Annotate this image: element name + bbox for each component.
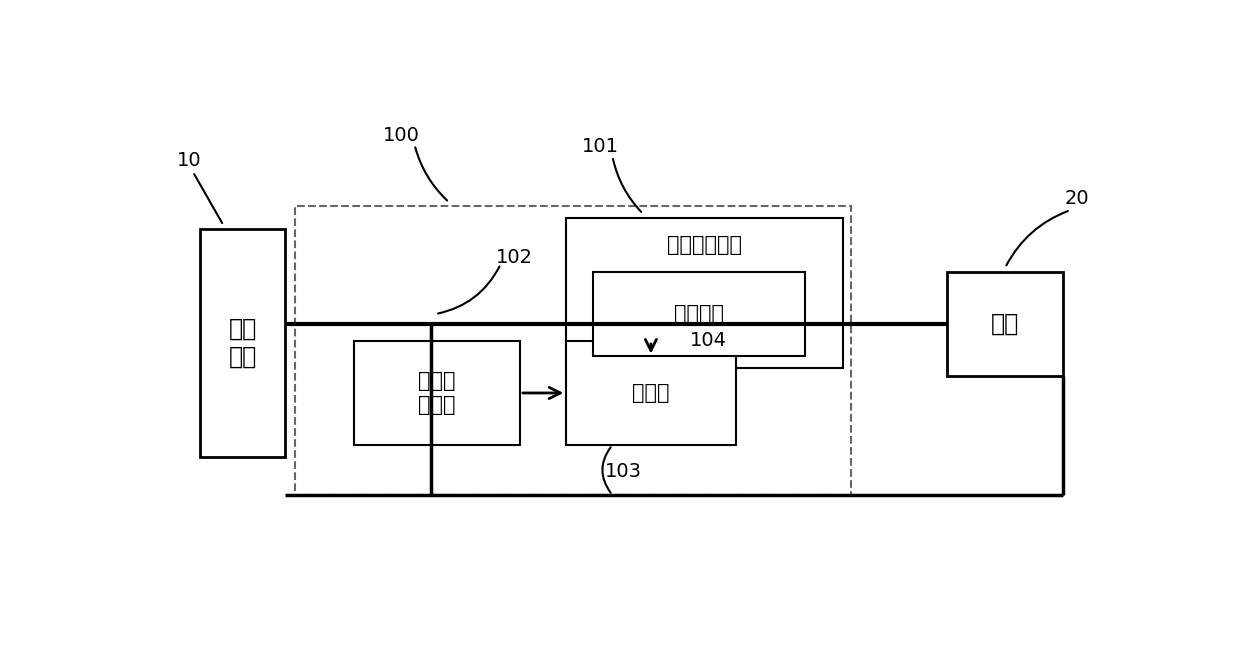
Text: 交流
电源: 交流 电源 [228, 317, 257, 369]
Bar [567, 341, 735, 445]
Bar [947, 272, 1063, 376]
Bar [355, 341, 520, 445]
Text: 电机: 电机 [991, 312, 1019, 336]
Text: 开关器件: 开关器件 [675, 304, 724, 324]
Bar [295, 207, 851, 495]
Text: 101: 101 [583, 137, 619, 156]
Text: 电机驱动电路: 电机驱动电路 [667, 235, 743, 255]
Bar [567, 218, 843, 368]
Bar [593, 272, 805, 356]
Text: 10: 10 [176, 150, 201, 170]
Text: 103: 103 [605, 463, 642, 481]
Text: 过零检
测电路: 过零检 测电路 [418, 372, 456, 414]
Text: 20: 20 [1064, 189, 1089, 208]
Bar [201, 230, 285, 457]
Text: 104: 104 [691, 331, 727, 350]
Text: 100: 100 [383, 126, 420, 145]
Text: 控制器: 控制器 [632, 383, 670, 403]
Text: 102: 102 [496, 248, 533, 267]
